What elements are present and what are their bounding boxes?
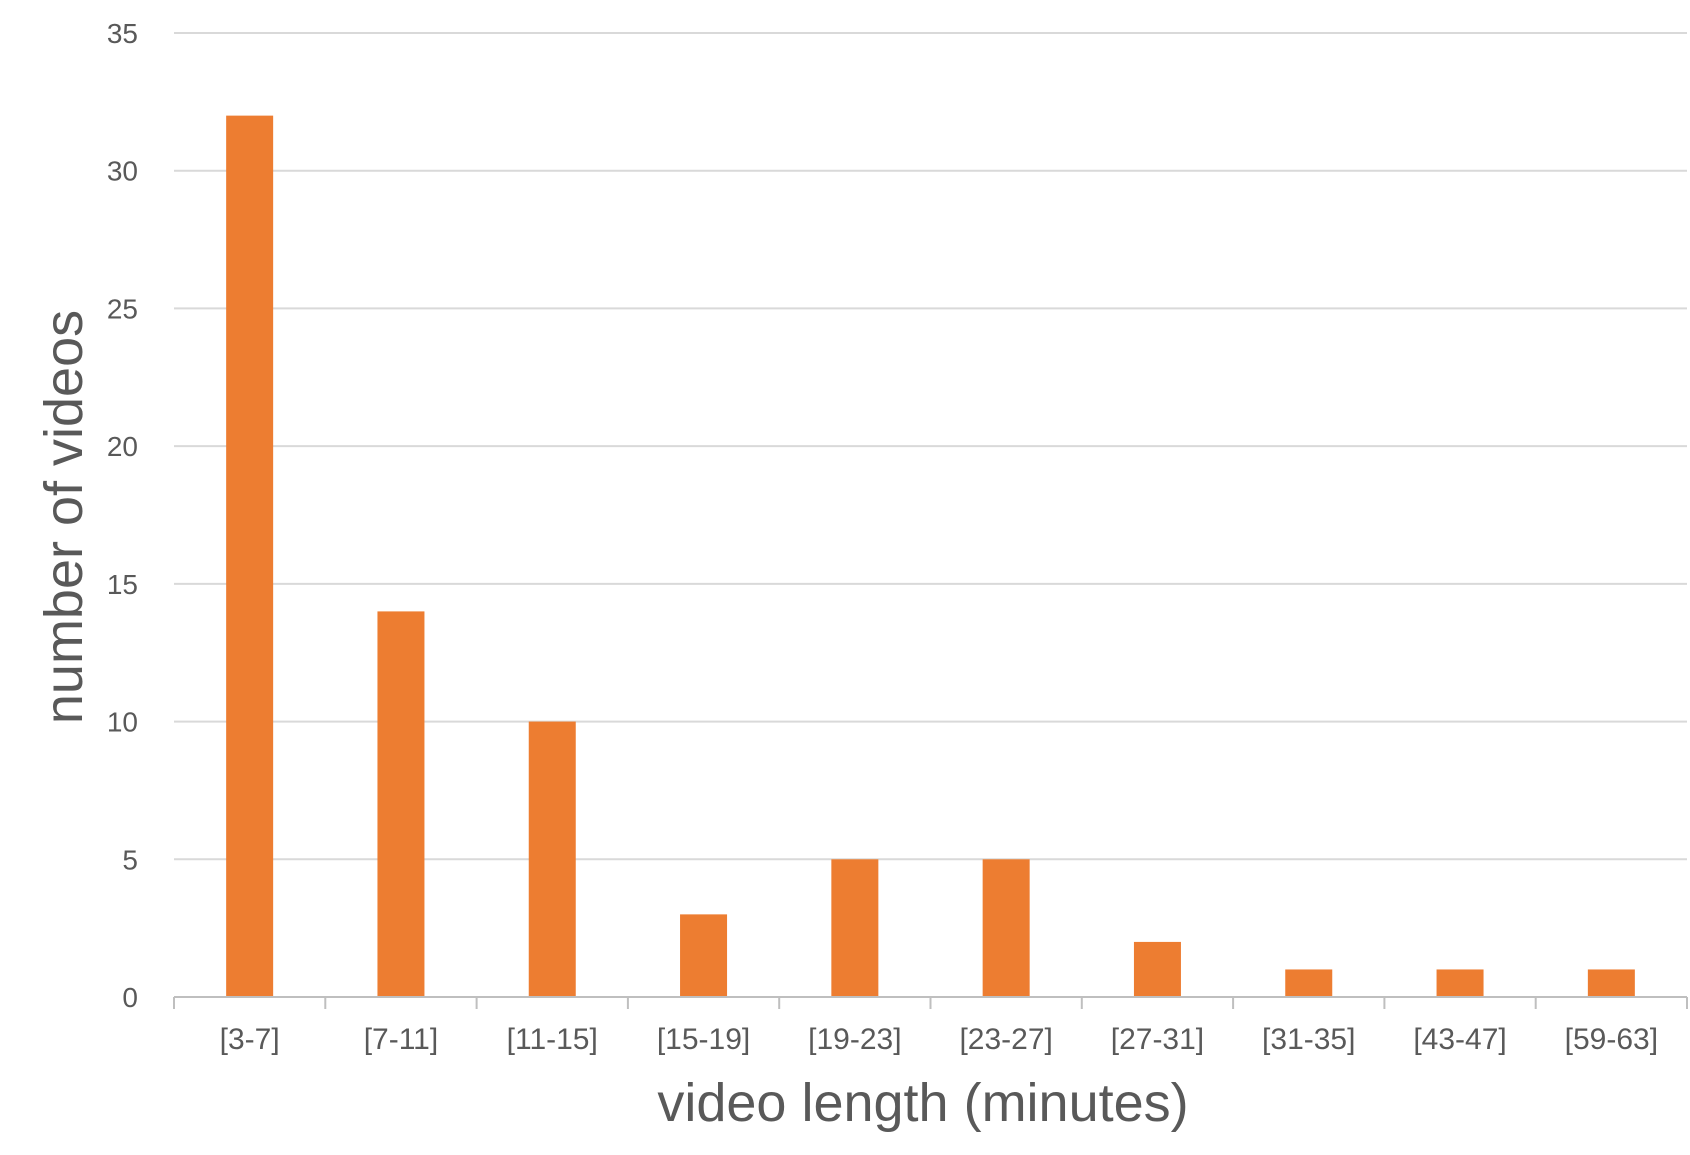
bar [1587, 969, 1635, 997]
x-tick-label: [11-15] [507, 1023, 598, 1056]
x-tick-label: [15-19] [657, 1023, 750, 1056]
x-axis-title: video length (minutes) [657, 1073, 1188, 1133]
bar [680, 914, 728, 997]
y-tick-label: 20 [107, 431, 138, 462]
y-axis-tick-labels: 0 5 10 15 20 25 30 35 [107, 18, 138, 1013]
y-tick-label: 35 [107, 18, 138, 49]
x-axis-tick-labels: [3-7] [7-11] [11-15] [15-19] [19-23] [23-27] [… [220, 1023, 1658, 1056]
bar [528, 721, 576, 997]
y-axis-title: number of videos [34, 310, 94, 724]
x-tick-label: [3-7] [220, 1023, 280, 1056]
bar [377, 611, 425, 997]
y-tick-label: 0 [122, 982, 138, 1013]
bar [982, 859, 1030, 997]
x-tick-label: [59-63] [1565, 1023, 1658, 1056]
x-axis [173, 996, 1688, 1009]
x-tick-label: [27-31] [1111, 1023, 1204, 1056]
y-tick-label: 25 [107, 293, 138, 324]
y-tick-label: 30 [107, 156, 138, 187]
x-tick-label: [19-23] [808, 1023, 901, 1056]
y-tick-label: 5 [122, 844, 138, 875]
bar [226, 115, 274, 998]
x-tick-label: [31-35] [1262, 1023, 1355, 1056]
y-tick-label: 10 [107, 707, 138, 738]
y-tick-label: 15 [107, 569, 138, 600]
x-tick-label: [23-27] [959, 1023, 1052, 1056]
bars [226, 115, 1635, 998]
bar [1436, 969, 1484, 997]
x-tick-label: [43-47] [1413, 1023, 1506, 1056]
bar [1133, 941, 1181, 997]
bar [1285, 969, 1333, 997]
bar [831, 859, 879, 997]
grid-lines [174, 32, 1687, 861]
x-tick-label: [7-11] [364, 1023, 439, 1056]
